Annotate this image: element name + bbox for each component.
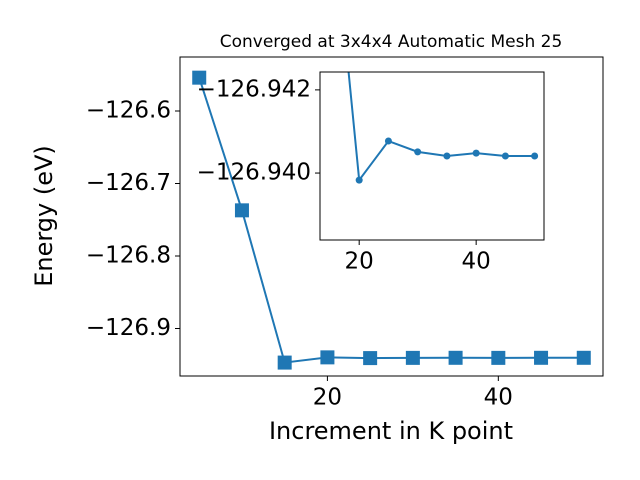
y-tick-label: −126.6: [86, 98, 171, 124]
plot-area: [347, 72, 539, 184]
x-tick-label: 40: [484, 385, 513, 411]
plot-area: [192, 70, 591, 370]
data-point: [405, 350, 420, 365]
data-point: [576, 350, 591, 365]
y-axis-label: Energy (eV): [30, 145, 58, 287]
y-tick-label: −126.8: [86, 243, 171, 269]
data-point: [501, 152, 509, 160]
axes-frame: [179, 56, 604, 377]
y-tick-label: −126.942: [197, 76, 311, 102]
data-point: [531, 152, 539, 160]
x-tick-label: 20: [313, 385, 342, 411]
y-tick-label: −126.9: [86, 315, 171, 341]
x-axis-label: Increment in K point: [269, 417, 513, 445]
x-tick-label: 20: [345, 249, 374, 275]
data-point: [534, 350, 549, 365]
series-line: [347, 72, 535, 183]
chart-title: Converged at 3x4x4 Automatic Mesh 25: [220, 32, 563, 52]
series-line: [198, 77, 584, 364]
data-point: [355, 176, 363, 184]
data-point: [491, 350, 506, 365]
y-tick-label: −126.7: [86, 170, 171, 196]
data-point: [443, 152, 451, 160]
data-point: [234, 203, 249, 218]
axes-frame: [319, 71, 545, 241]
data-point: [320, 350, 335, 365]
data-point: [414, 148, 422, 156]
data-point: [363, 351, 378, 366]
data-point: [472, 149, 480, 157]
data-point: [448, 350, 463, 365]
y-tick-label: −126.940: [197, 160, 311, 186]
data-point: [277, 355, 292, 370]
data-point: [384, 137, 392, 145]
data-point: [192, 70, 207, 85]
x-tick-label: 40: [462, 249, 491, 275]
